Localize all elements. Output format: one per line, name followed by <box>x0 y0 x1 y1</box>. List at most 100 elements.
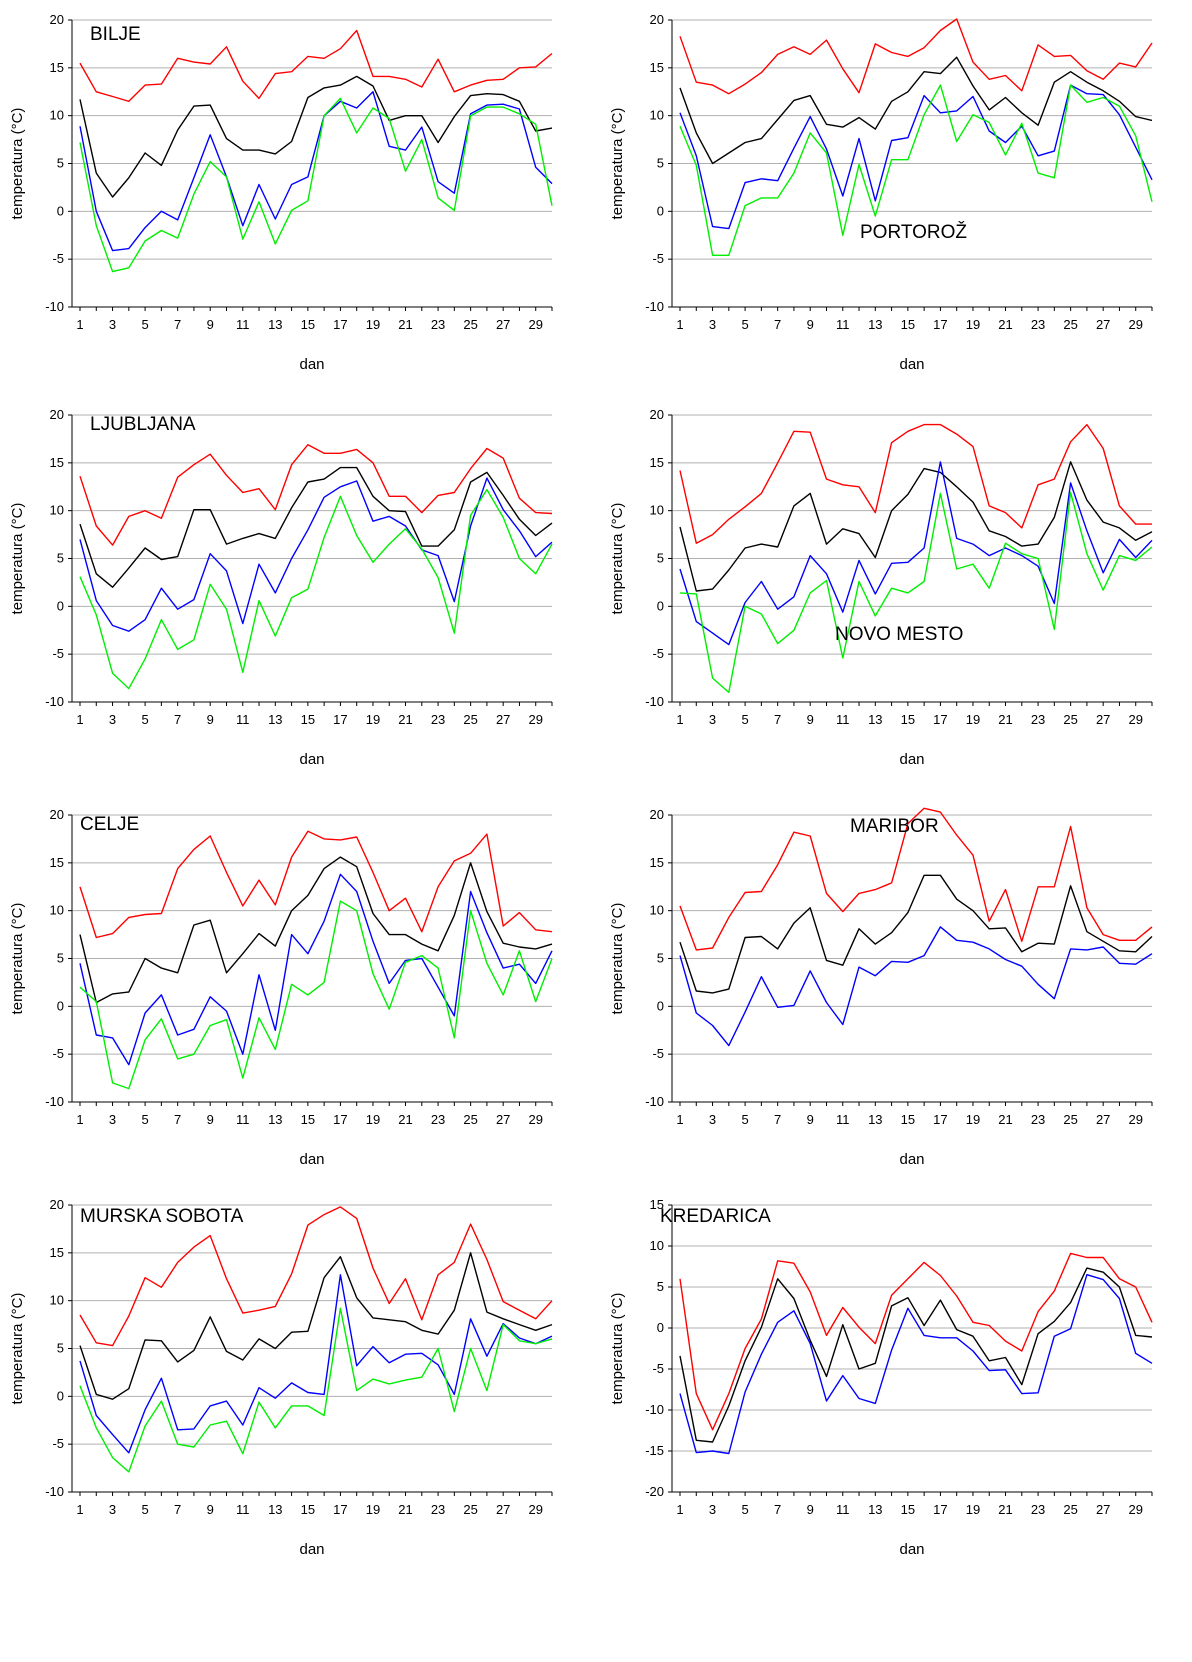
x-tick-label: 3 <box>709 1112 716 1127</box>
x-tick-label: 27 <box>1096 712 1110 727</box>
series-line-3 <box>679 84 1153 257</box>
x-axis-title: dan <box>299 751 324 768</box>
series-line-0 <box>79 29 553 103</box>
y-tick-label: 15 <box>50 455 64 470</box>
x-tick-label: 7 <box>774 1112 781 1127</box>
series-line-2 <box>679 84 1153 230</box>
x-tick-label: 21 <box>998 317 1012 332</box>
x-tick-label: 25 <box>1063 1112 1077 1127</box>
x-tick-label: 15 <box>301 1502 315 1517</box>
x-tick-label: 11 <box>236 317 250 332</box>
series-line-0 <box>679 1252 1153 1431</box>
y-axis-title: temperatura (°C) <box>9 503 26 615</box>
x-tick-label: 17 <box>933 317 947 332</box>
y-tick-label: -10 <box>645 299 664 314</box>
x-tick-label: 11 <box>236 712 250 727</box>
series-line-3 <box>679 491 1153 694</box>
series-line-2 <box>679 461 1153 646</box>
station-title: MURSKA SOBOTA <box>80 1206 244 1227</box>
x-tick-label: 27 <box>1096 1502 1110 1517</box>
x-tick-label: 25 <box>1063 317 1077 332</box>
x-tick-label: 7 <box>174 1112 181 1127</box>
x-tick-label: 19 <box>966 1112 980 1127</box>
x-tick-label: 23 <box>1031 317 1045 332</box>
x-tick-label: 19 <box>366 1112 380 1127</box>
x-tick-label: 29 <box>1128 1502 1142 1517</box>
y-tick-label: -5 <box>652 1046 664 1061</box>
chart-panel-celje: -10 -5 0 5 10 15 20 1 3 5 7 9 11 13 15 17 19 21 23 25 27 29 te… <box>0 795 590 1205</box>
y-tick-label: -10 <box>45 1484 64 1499</box>
x-tick-label: 1 <box>76 1502 83 1517</box>
x-tick-label: 7 <box>174 712 181 727</box>
series-line-1 <box>79 1252 553 1400</box>
x-tick-label: 1 <box>76 1112 83 1127</box>
y-tick-label: -5 <box>652 251 664 266</box>
y-tick-label: -5 <box>652 1361 664 1376</box>
x-tick-label: 25 <box>1063 1502 1077 1517</box>
x-tick-label: 9 <box>207 712 214 727</box>
series-line-1 <box>679 874 1153 994</box>
series-line-3 <box>79 1307 553 1473</box>
x-axis-title: dan <box>299 1151 324 1168</box>
series-line-0 <box>679 18 1153 95</box>
x-axis-title: dan <box>299 356 324 373</box>
y-tick-label: 10 <box>50 503 64 518</box>
x-tick-label: 23 <box>1031 1502 1045 1517</box>
x-tick-label: 9 <box>207 1502 214 1517</box>
x-tick-label: 15 <box>901 1112 915 1127</box>
series-line-1 <box>79 856 553 1004</box>
x-tick-label: 9 <box>207 1112 214 1127</box>
x-tick-label: 21 <box>398 1112 412 1127</box>
y-axis-title: temperatura (°C) <box>9 108 26 220</box>
x-axis-title: dan <box>299 1541 324 1558</box>
chart-panel-kredarica: -20 -15 -10 -5 0 5 10 15 1 3 5 7 9 11 13 15 17 19 21 23 25 27… <box>600 1185 1190 1595</box>
x-axis-title: dan <box>899 1151 924 1168</box>
y-tick-label: 0 <box>57 998 64 1013</box>
series-line-1 <box>79 75 553 198</box>
x-tick-label: 25 <box>463 317 477 332</box>
y-tick-label: 5 <box>657 951 664 966</box>
x-tick-label: 19 <box>366 317 380 332</box>
x-tick-label: 1 <box>676 317 683 332</box>
x-tick-label: 9 <box>207 317 214 332</box>
x-tick-label: 5 <box>741 712 748 727</box>
x-tick-label: 19 <box>366 1502 380 1517</box>
x-tick-label: 15 <box>901 1502 915 1517</box>
series-line-2 <box>679 1273 1153 1455</box>
y-axis-title: temperatura (°C) <box>609 108 626 220</box>
x-tick-label: 23 <box>431 1502 445 1517</box>
x-tick-label: 21 <box>398 317 412 332</box>
series-line-2 <box>79 91 553 252</box>
y-tick-label: 15 <box>650 60 664 75</box>
x-tick-label: 13 <box>868 1502 882 1517</box>
station-title: BILJE <box>90 24 141 45</box>
y-tick-label: -5 <box>52 251 64 266</box>
x-tick-label: 9 <box>807 317 814 332</box>
x-tick-label: 13 <box>268 1112 282 1127</box>
y-tick-label: 5 <box>57 1341 64 1356</box>
y-tick-label: 20 <box>50 12 64 27</box>
x-tick-label: 5 <box>741 317 748 332</box>
x-tick-label: 29 <box>1128 1112 1142 1127</box>
x-tick-label: 3 <box>709 1502 716 1517</box>
x-tick-label: 7 <box>174 1502 181 1517</box>
y-tick-label: -10 <box>45 1094 64 1109</box>
x-tick-label: 29 <box>1128 712 1142 727</box>
y-tick-label: -5 <box>652 646 664 661</box>
station-title: PORTOROŽ <box>860 221 967 243</box>
x-tick-label: 15 <box>301 317 315 332</box>
series-line-3 <box>79 900 553 1090</box>
x-tick-label: 17 <box>933 1112 947 1127</box>
x-tick-label: 23 <box>431 317 445 332</box>
y-tick-label: 20 <box>650 407 664 422</box>
y-tick-label: 15 <box>50 1245 64 1260</box>
x-tick-label: 25 <box>463 712 477 727</box>
x-tick-label: 21 <box>998 1502 1012 1517</box>
x-tick-label: 11 <box>836 1112 850 1127</box>
x-tick-label: 5 <box>141 712 148 727</box>
x-tick-label: 11 <box>836 1502 850 1517</box>
